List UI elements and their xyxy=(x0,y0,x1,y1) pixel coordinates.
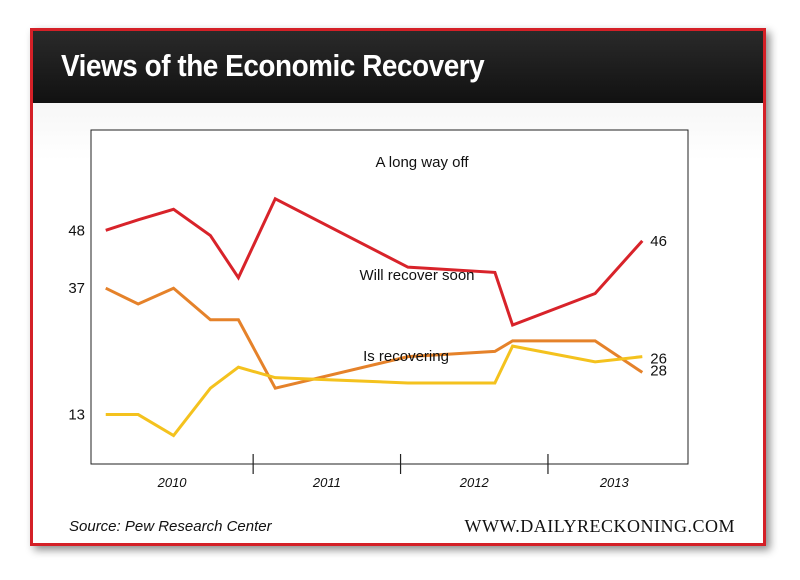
line-will-recover-soon xyxy=(105,286,644,390)
end-value-label: 26 xyxy=(650,350,667,367)
start-value-label: 13 xyxy=(68,407,85,424)
end-value-label: 28 xyxy=(650,363,667,380)
label-will-recover-soon: Will recover soon xyxy=(359,267,474,284)
end-value-label: 46 xyxy=(650,233,667,250)
x-axis: 2010 2011 2012 2013 xyxy=(157,454,630,490)
line-is-recovering xyxy=(105,344,643,438)
line-chart: 2010 2011 2012 2013 48 46 37 26 13 28 A long way … xyxy=(68,129,689,490)
title-bar: Views of the Economic Recovery xyxy=(33,31,763,103)
plot-area xyxy=(90,129,689,465)
site-url: WWW.DAILYRECKONING.COM xyxy=(464,516,735,536)
x-tick-label: 2013 xyxy=(599,475,630,490)
line-a-long-way-off xyxy=(105,196,644,328)
x-tick-label: 2010 xyxy=(157,475,188,490)
label-a-long-way-off: A long way off xyxy=(375,154,469,171)
chart-frame: Views of the Economic Recovery 2010 2011 2… xyxy=(30,28,766,546)
start-value-label: 48 xyxy=(68,222,85,239)
series-labels: 48 46 37 26 13 28 A long way off Will recover s… xyxy=(68,154,667,424)
x-tick-label: 2012 xyxy=(459,475,490,490)
start-value-label: 37 xyxy=(68,280,85,297)
source-note: Source: Pew Research Center xyxy=(69,518,272,535)
label-is-recovering: Is recovering xyxy=(363,348,449,365)
chart-title: Views of the Economic Recovery xyxy=(61,48,485,83)
series-lines xyxy=(105,196,644,438)
x-tick-label: 2011 xyxy=(312,475,341,490)
